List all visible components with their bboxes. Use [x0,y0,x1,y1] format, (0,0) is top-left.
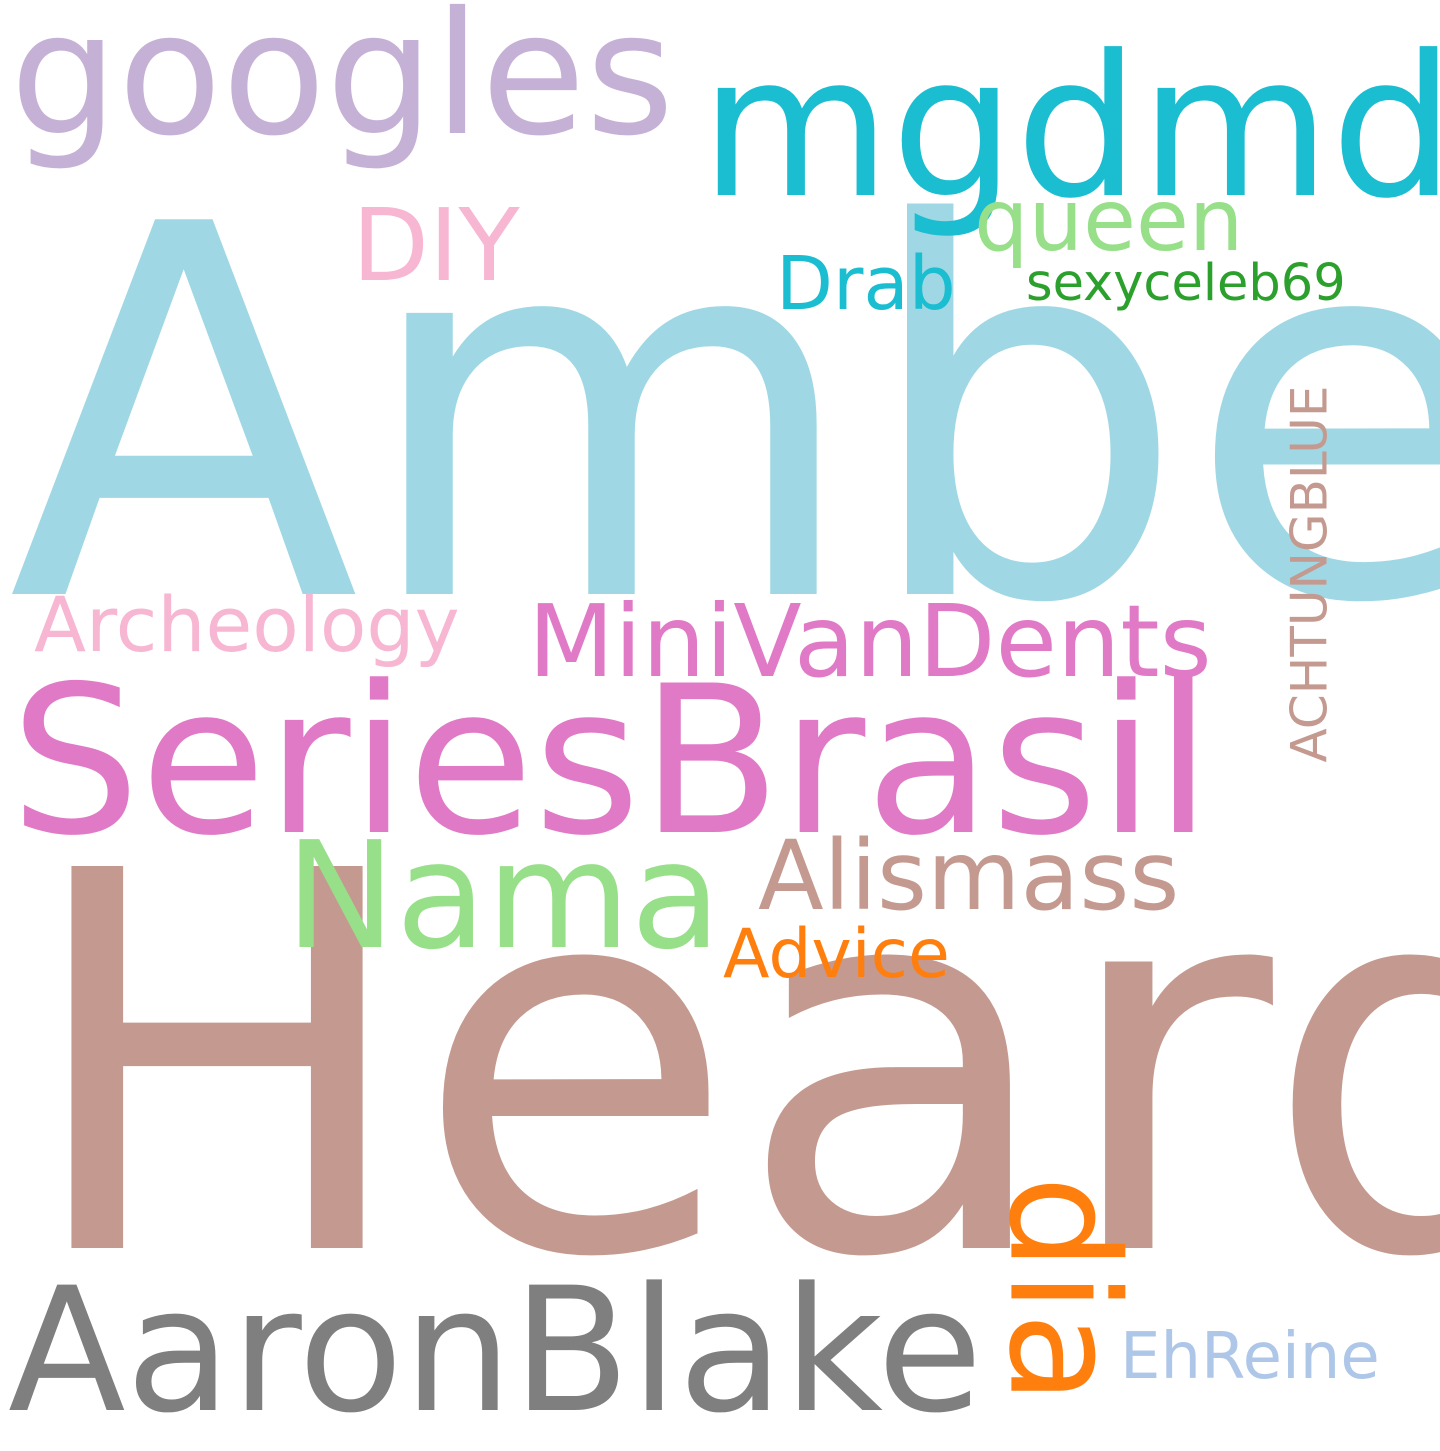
word-ehreine: EhReine [1120,1320,1380,1394]
word-googles: googles [10,0,675,174]
word-minivandents: MiniVanDents [528,583,1212,700]
word-seriesbrasil: SeriesBrasil [10,643,1212,881]
word-achtungblue: ACHTUNGBLUE [1280,385,1339,763]
word-amber: Amber [8,118,1440,716]
word-sexyceleb69: sexyceleb69 [1026,254,1346,313]
word-heard: Heard [20,762,1440,1372]
word-drab: Drab [776,241,956,327]
word-nama: Nama [285,810,722,982]
word-archeology: Archeology [34,580,460,669]
word-dia: dia [975,1175,1150,1405]
word-aaronblake: AaronBlake [8,1250,983,1451]
word-mgdmd1: mgdmd1 [700,14,1440,242]
word-alismass: Alismass [758,820,1180,932]
word-queen: queen [974,171,1244,271]
word-advice: Advice [723,915,950,994]
word-diy: DIY [352,187,520,304]
